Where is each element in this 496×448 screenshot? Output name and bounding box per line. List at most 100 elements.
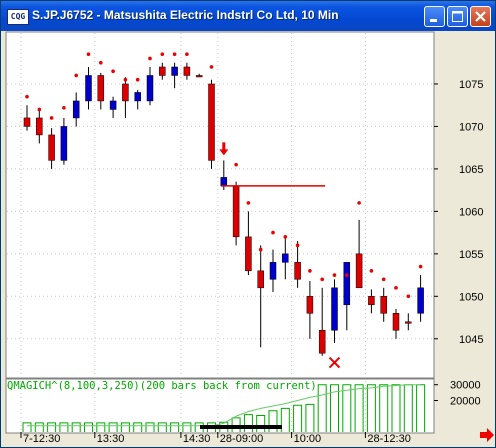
candle-body[interactable] <box>306 296 314 314</box>
close-icon <box>475 11 486 22</box>
minimize-button[interactable] <box>424 6 445 27</box>
indicator-bar <box>96 422 106 432</box>
y-tick-label: 1060 <box>459 206 483 218</box>
candle-body[interactable] <box>417 287 424 314</box>
stop-dot <box>369 269 374 273</box>
x-tick-label: 7-12:30 <box>23 433 60 445</box>
stop-dot <box>160 52 165 57</box>
stop-dot <box>308 269 312 273</box>
indicator-bar <box>366 384 376 432</box>
stop-dot <box>381 277 386 282</box>
candle-body[interactable] <box>60 126 68 161</box>
indicator-bar <box>256 414 266 432</box>
candle-body[interactable] <box>380 296 387 314</box>
stop-dot <box>271 230 275 235</box>
candle-body[interactable] <box>392 313 400 331</box>
stop-dot <box>86 52 91 57</box>
candle-body[interactable] <box>36 117 43 136</box>
indicator-bar <box>268 410 278 432</box>
y-tick-label: 1050 <box>459 291 483 303</box>
indicator-bar <box>145 422 155 432</box>
indicator-bar <box>120 422 130 432</box>
candle-body[interactable] <box>368 296 375 306</box>
candle-body[interactable] <box>195 75 203 78</box>
candle-body[interactable] <box>109 100 117 110</box>
candle-body[interactable] <box>220 177 228 187</box>
indicator-bar <box>243 414 253 432</box>
stop-dot <box>25 94 29 99</box>
candle-body[interactable] <box>134 92 141 102</box>
candle-body[interactable] <box>294 262 301 280</box>
indicator-bar <box>293 404 303 432</box>
chart-svg[interactable]: 1075 1070 1065 1060 1055 1050 1045 30000 20000 7… <box>4 31 494 446</box>
candle-body[interactable] <box>23 117 31 127</box>
indicator-bar <box>391 384 401 432</box>
candle-body[interactable] <box>122 83 129 102</box>
candle-body[interactable] <box>355 253 363 289</box>
stop-dot <box>295 243 300 248</box>
window-title: S.JP.J6752 - Matsushita Electric Indstrl… <box>32 8 339 22</box>
indicator-bar <box>354 384 364 432</box>
candle-body[interactable] <box>159 66 166 76</box>
close-button[interactable] <box>470 6 491 27</box>
candle-body[interactable] <box>85 75 92 102</box>
y-tick-label: 1045 <box>459 334 483 346</box>
candle-body[interactable] <box>405 321 412 324</box>
indicator-label: QMAGICH^(8,100,3,250)(200 bars back from… <box>7 380 317 392</box>
indicator-bar <box>317 384 327 432</box>
stop-dot <box>234 162 238 167</box>
indicator-bar <box>330 384 339 432</box>
candle-body[interactable] <box>208 83 215 161</box>
indicator-bar <box>22 422 32 432</box>
maximize-button[interactable] <box>447 6 468 27</box>
y-tick-label: 1075 <box>459 79 483 91</box>
stop-dot <box>320 277 325 282</box>
candle-body[interactable] <box>171 66 178 76</box>
y-tick-label: 1065 <box>459 164 483 176</box>
x-tick-label: 28-09:00 <box>220 433 263 445</box>
stop-dot <box>394 286 398 290</box>
candle-body[interactable] <box>232 185 240 238</box>
indicator-bar <box>305 403 315 432</box>
candle-body[interactable] <box>72 100 80 119</box>
indicator-bar <box>59 422 69 432</box>
candle-body[interactable] <box>269 262 277 280</box>
stop-dot <box>185 52 189 57</box>
indicator-bar <box>379 384 389 432</box>
stop-dot <box>209 65 214 69</box>
stop-dot <box>172 52 177 57</box>
stop-dot <box>111 69 115 74</box>
stop-dot <box>406 294 411 299</box>
candle-body[interactable] <box>331 287 338 331</box>
indicator-bar <box>157 422 167 432</box>
stop-dot <box>49 116 54 120</box>
x-tick-label: 28-12:30 <box>367 433 410 445</box>
stop-dot <box>135 77 140 82</box>
stop-dot <box>258 247 263 252</box>
session-marker <box>200 425 282 429</box>
y-tick-label: 1055 <box>459 249 483 261</box>
indicator-bar <box>182 422 192 432</box>
chart-area[interactable]: 1075 1070 1065 1060 1055 1050 1045 30000 20000 7… <box>4 31 494 446</box>
minimize-icon <box>430 19 437 22</box>
stop-dot <box>283 235 288 239</box>
candle-body[interactable] <box>183 66 191 76</box>
stop-dot <box>37 107 42 112</box>
candle-body[interactable] <box>343 262 351 306</box>
candle-body[interactable] <box>97 75 105 102</box>
candle-body[interactable] <box>318 330 326 354</box>
indicator-y-tick-label: 30000 <box>450 380 481 392</box>
app-icon[interactable]: CQG <box>7 9 29 25</box>
title-bar[interactable]: CQG S.JP.J6752 - Matsushita Electric Ind… <box>1 1 495 31</box>
indicator-bar <box>47 422 57 432</box>
candle-body[interactable] <box>257 270 264 289</box>
price-pane[interactable] <box>5 31 435 379</box>
indicator-bar <box>133 422 143 432</box>
candle-body[interactable] <box>245 236 252 272</box>
candle-body[interactable] <box>282 253 289 263</box>
candle-body[interactable] <box>48 134 55 161</box>
candle-body[interactable] <box>146 75 154 102</box>
stop-dot <box>99 60 103 65</box>
scroll-right-button[interactable] <box>480 428 494 442</box>
